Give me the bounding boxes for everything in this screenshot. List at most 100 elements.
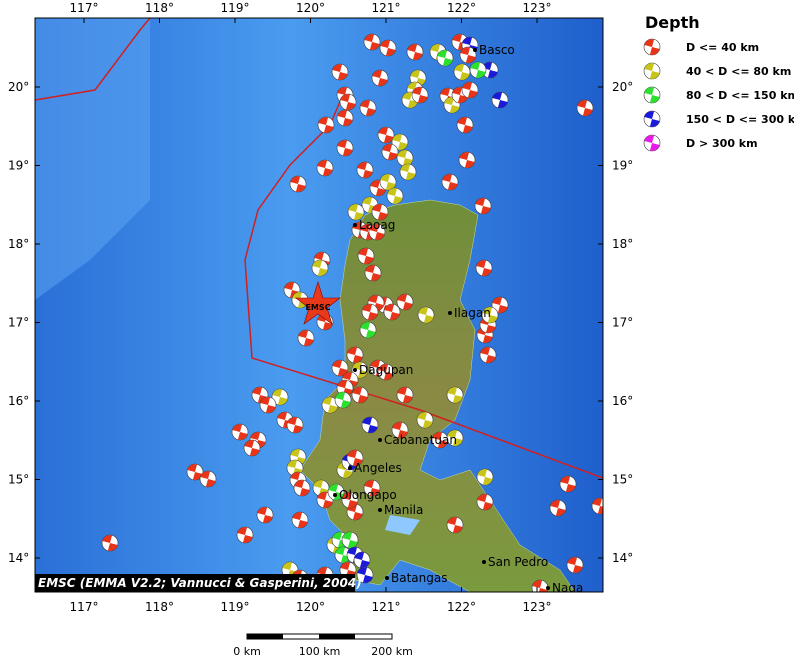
- beach-ball: [356, 161, 374, 179]
- city-label: San Pedro: [488, 555, 548, 569]
- ball-quadrant: [362, 304, 378, 320]
- lon-label: 117°: [70, 1, 99, 15]
- ball-quadrant: [397, 387, 413, 403]
- lon-label: 121°: [372, 600, 401, 614]
- ball-quadrant: [298, 330, 314, 346]
- beach-ball: [361, 416, 379, 434]
- beach-ball: [363, 33, 381, 51]
- beach-ball: [351, 386, 369, 404]
- ball-quadrant: [342, 532, 358, 548]
- ball-quadrant: [437, 50, 453, 66]
- beach-ball: [491, 91, 509, 109]
- ball-quadrant: [337, 462, 353, 478]
- city-label: Manila: [384, 503, 423, 517]
- beach-ball: [236, 526, 254, 544]
- lon-label: 120°: [296, 1, 325, 15]
- city-label: Basco: [479, 43, 515, 57]
- lat-label: 15°: [8, 473, 29, 487]
- ball-quadrant: [364, 34, 380, 50]
- ball-quadrant: [342, 372, 358, 388]
- map-frame: [34, 17, 604, 593]
- ball-quadrant: [444, 97, 460, 113]
- beach-ball: [441, 173, 459, 191]
- beach-ball: [331, 359, 349, 377]
- lat-label: 17°: [612, 316, 633, 330]
- lon-label: 117°: [70, 600, 99, 614]
- ball-quadrant: [322, 397, 338, 413]
- ball-quadrant: [400, 164, 416, 180]
- ball-quadrant: [365, 265, 381, 281]
- ball-quadrant: [378, 364, 394, 380]
- ball-quadrant: [417, 412, 433, 428]
- city-dot: [546, 586, 550, 590]
- ball-quadrant: [397, 150, 413, 166]
- beach-ball: [446, 516, 464, 534]
- legend-label: D <= 40 km: [686, 41, 759, 54]
- lat-label: 15°: [612, 473, 633, 487]
- ball-quadrant: [382, 144, 398, 160]
- beach-ball: [371, 203, 389, 221]
- beach-ball: [458, 151, 476, 169]
- ball-quadrant: [348, 204, 364, 220]
- ball-quadrant: [470, 62, 486, 78]
- ball-quadrant: [644, 111, 660, 127]
- ball-quadrant: [447, 517, 463, 533]
- ball-quadrant: [337, 140, 353, 156]
- ball-quadrant: [644, 87, 660, 103]
- beach-ball: [291, 511, 309, 529]
- ball-quadrant: [332, 360, 348, 376]
- ball-quadrant: [462, 82, 478, 98]
- beach-ball: [383, 303, 401, 321]
- lon-label: 122°: [447, 1, 476, 15]
- beach-ball: [346, 449, 364, 467]
- ball-quadrant: [370, 180, 386, 196]
- ball-quadrant: [480, 347, 496, 363]
- legend-label: 80 < D <= 150 km: [686, 89, 794, 102]
- beach-ball: [311, 259, 329, 277]
- ball-quadrant: [412, 87, 428, 103]
- ball-quadrant: [200, 471, 216, 487]
- ball-quadrant: [482, 307, 498, 323]
- credit: EMSC (EMMA V2.2; Vannucci & Gasperini, 2…: [38, 576, 362, 590]
- lon-label: 118°: [145, 600, 174, 614]
- beach-ball: [341, 491, 359, 509]
- ball-quadrant: [352, 387, 368, 403]
- beach-ball: [459, 46, 477, 64]
- lat-label: 19°: [612, 159, 633, 173]
- ball-quadrant: [402, 92, 418, 108]
- beach-ball: [643, 86, 661, 104]
- lat-label: 20°: [8, 80, 29, 94]
- ball-quadrant: [347, 347, 363, 363]
- ball-quadrant: [387, 188, 403, 204]
- graticule-labels: 117° 117° 118° 118° 119° 119° 120° 120° 121° 121°…: [8, 1, 633, 614]
- ball-quadrant: [476, 260, 492, 276]
- ball-quadrant: [292, 512, 308, 528]
- earthquake-markers: [101, 33, 603, 592]
- ball-quadrant: [644, 63, 660, 79]
- ball-quadrant: [358, 248, 374, 264]
- ball-quadrant: [378, 127, 394, 143]
- ball-quadrant: [290, 176, 306, 192]
- ball-quadrant: [342, 492, 358, 508]
- beach-ball: [475, 259, 493, 277]
- lat-label: 17°: [8, 316, 29, 330]
- ball-quadrant: [318, 117, 334, 133]
- legend-label: D > 300 km: [686, 137, 758, 150]
- ball-quadrant: [368, 295, 384, 311]
- lat-label: 18°: [612, 237, 633, 251]
- ball-quadrant: [244, 440, 260, 456]
- ball-quadrant: [357, 567, 373, 583]
- ball-quadrant: [477, 327, 493, 343]
- legend-label: 150 < D <= 300 km: [686, 113, 794, 126]
- ball-quadrant: [290, 449, 306, 465]
- city-dot: [378, 508, 382, 512]
- ball-quadrant: [340, 94, 356, 110]
- ball-quadrant: [369, 224, 385, 240]
- ball-quadrant: [644, 135, 660, 151]
- plate-boundary: [35, 18, 151, 101]
- beach-ball: [346, 346, 364, 364]
- beach-ball: [411, 86, 429, 104]
- beach-ball: [456, 116, 474, 134]
- beach-ball: [461, 81, 479, 99]
- beach-ball: [293, 479, 311, 497]
